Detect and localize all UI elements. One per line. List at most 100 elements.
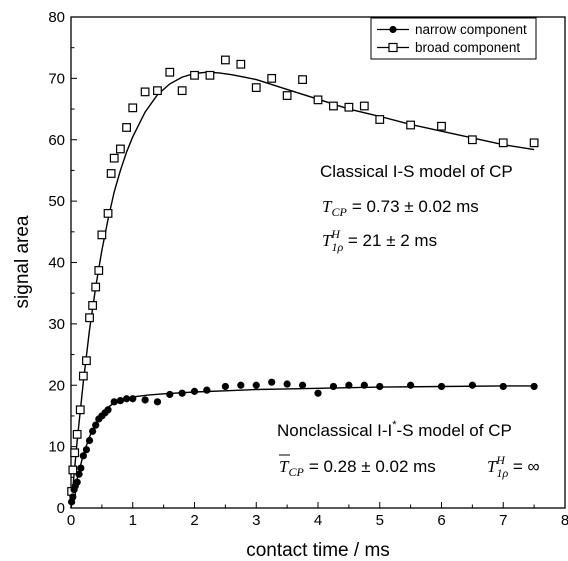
narrow-component-point [268, 378, 276, 386]
broad-component-point [128, 103, 138, 113]
narrow-component-point [221, 382, 229, 391]
broad-component-point [344, 102, 354, 112]
narrow-component-point [73, 478, 81, 486]
nonclassical-title-post: -S model of CP [397, 421, 512, 440]
broad-component-point [103, 209, 113, 218]
broad-component-point [85, 313, 94, 323]
broad-component-point [140, 87, 150, 97]
narrow-component-point [237, 381, 245, 389]
y-tick-label: 30 [48, 316, 65, 333]
legend-label-narrow: narrow component [415, 22, 527, 37]
narrow-component-point [122, 395, 131, 403]
nonclassical-t1rho-line: T1ρH = ∞ [487, 453, 540, 480]
narrow-component-point [329, 382, 338, 391]
narrow-component-point [166, 390, 174, 399]
nonclassical-title-star: * [392, 419, 397, 431]
y-tick-label: 60 [48, 132, 65, 149]
narrow-component-point [75, 470, 83, 478]
narrow-component-point [85, 436, 94, 445]
broad-component-point [467, 135, 477, 145]
nonclassical-tcp-line: TCP = 0.28 ± 0.02 ms [279, 457, 436, 479]
broad-component-point [251, 83, 261, 92]
legend: narrow component broad component [370, 17, 537, 60]
fit-curve-broad [70, 71, 535, 509]
y-axis-label: signal area [12, 215, 33, 308]
broad-component-point [78, 371, 88, 381]
narrow-component-point [77, 464, 85, 472]
narrow-component-point [178, 389, 186, 397]
tcp-bar-symbol-sub: CP [288, 465, 304, 479]
broad-component-point [282, 91, 292, 100]
narrow-component-point [283, 380, 291, 388]
broad-component-point [106, 169, 116, 178]
broad-component-point [190, 70, 199, 80]
x-tick-label: 2 [190, 512, 198, 529]
broad-component-point [498, 138, 508, 148]
legend-marker-broad [388, 42, 398, 53]
nonclassical-model-title: Nonclassical I-I*-S model of CP [277, 419, 512, 440]
broad-component-point [94, 266, 104, 275]
y-tick-label: 70 [48, 70, 65, 87]
broad-component-point [91, 282, 101, 292]
tcp-bar-symbol-t: T [279, 457, 290, 476]
classical-model-annotation: Classical I-S model of CP TCP = 0.73 ± 0.… [320, 162, 513, 254]
broad-component-point [267, 73, 277, 83]
classical-model-title: Classical I-S model of CP [320, 162, 513, 181]
y-tick-labels: 0 10 20 30 40 50 60 70 80 [48, 9, 65, 517]
x-tick-labels: 0 1 2 3 4 5 6 7 8 [67, 512, 568, 529]
classical-tcp-line: TCP = 0.73 ± 0.02 ms [322, 197, 479, 219]
narrow-component-point [92, 421, 100, 429]
axis-ticks [70, 16, 566, 509]
narrow-component-point [190, 387, 199, 395]
broad-component-point [205, 70, 215, 80]
classical-tcp-value: = 0.73 ± 0.02 ms [352, 197, 479, 216]
narrow-component-point [314, 389, 322, 397]
narrow-component-point [116, 396, 124, 405]
narrow-component-point [141, 396, 149, 404]
broad-component-point [82, 356, 91, 366]
narrow-component-point [153, 398, 162, 406]
broad-component-point [220, 55, 230, 65]
narrow-component-point [407, 381, 415, 389]
data-markers [67, 55, 539, 506]
narrow-component-point [129, 395, 137, 403]
broad-component-point [72, 429, 82, 439]
narrow-component-point [82, 446, 91, 454]
y-tick-label: 40 [48, 255, 65, 272]
x-tick-label: 5 [376, 512, 384, 529]
narrow-component-point [79, 452, 87, 460]
broad-component-point [97, 230, 107, 240]
nonclassical-title-pre: Nonclassical I-I [277, 421, 392, 440]
x-tick-label: 0 [67, 512, 75, 529]
broad-component-point [375, 115, 385, 124]
nonclassical-tcp-value: = 0.28 ± 0.02 ms [309, 457, 436, 476]
broad-component-point [359, 101, 369, 111]
broad-component-point [153, 86, 162, 96]
narrow-component-point [298, 381, 307, 389]
t1rho-inf-symbol-sup: H [495, 453, 506, 467]
x-tick-label: 3 [252, 512, 260, 529]
broad-component-point [313, 95, 323, 105]
narrow-component-point [104, 406, 112, 414]
narrow-component-point [345, 381, 353, 389]
broad-component-point [177, 86, 187, 96]
broad-component-point [236, 59, 246, 69]
broad-component-point [115, 144, 125, 154]
broad-component-point [88, 301, 98, 310]
t1rho-inf-symbol-sub: 1ρ [496, 466, 508, 480]
y-tick-label: 0 [57, 500, 65, 517]
broad-component-point [406, 120, 416, 130]
narrow-component-point [437, 382, 446, 391]
broad-component-point [298, 75, 307, 85]
narrow-component-point [499, 382, 507, 391]
x-axis-label: contact time / ms [246, 540, 390, 561]
legend-label-broad: broad component [415, 40, 520, 55]
y-tick-label: 80 [48, 9, 65, 26]
classical-t1rho-line: T1ρH = 21 ± 2 ms [322, 227, 437, 254]
broad-component-point [68, 465, 78, 475]
narrow-component-point [376, 382, 384, 391]
fit-curve-narrow [70, 385, 535, 509]
nonclassical-model-annotation: Nonclassical I-I*-S model of CP TCP = 0.2… [277, 419, 540, 480]
legend-marker-narrow [389, 25, 397, 34]
